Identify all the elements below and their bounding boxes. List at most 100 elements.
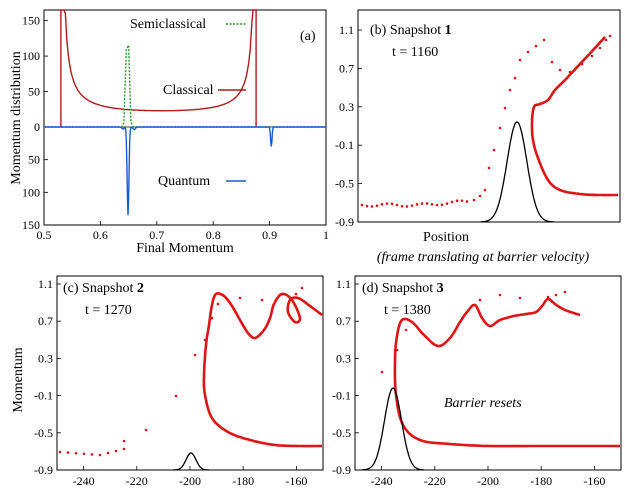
panel-c-xtick-label: -240 bbox=[73, 474, 95, 488]
legend-quantum: Quantum bbox=[158, 174, 210, 189]
panel-b-point bbox=[513, 76, 517, 80]
panel-b-point bbox=[450, 200, 454, 204]
panel-b-point bbox=[430, 202, 434, 206]
panel-c-point bbox=[122, 447, 126, 451]
panel-d-xtick-label: -200 bbox=[477, 474, 499, 488]
panel-b-xlabel: Position bbox=[423, 230, 469, 245]
panel-b-point bbox=[604, 38, 608, 42]
panel-b-point bbox=[598, 46, 602, 50]
panel-c-point bbox=[193, 353, 197, 357]
panel-a-xlabel: Final Momentum bbox=[136, 241, 234, 256]
panel-b-point bbox=[465, 200, 469, 203]
panel-c-point bbox=[260, 298, 264, 302]
panel-b-point bbox=[478, 194, 482, 198]
panel-d-xtick-label: -160 bbox=[583, 474, 605, 488]
classical-curve bbox=[60, 9, 257, 127]
panel-d-point bbox=[498, 293, 502, 297]
panel-c-xtick-label: -180 bbox=[232, 474, 254, 488]
panel-a-xtick-label: 1 bbox=[323, 228, 329, 242]
panel-c-point bbox=[144, 428, 148, 432]
panel-a-ytick-label: 50 bbox=[28, 153, 40, 167]
panel-b-point bbox=[508, 88, 512, 92]
panel-b-point bbox=[420, 202, 424, 205]
panel-c-time: t = 1270 bbox=[85, 303, 132, 318]
panel-b-point bbox=[498, 126, 502, 130]
panel-a-frame bbox=[43, 9, 327, 226]
panel-c-ytick-label: -0.1 bbox=[34, 389, 53, 403]
panel-a-ytick-label: 150 bbox=[22, 14, 40, 28]
panel-b-frame bbox=[357, 9, 621, 223]
panel-c-barrier bbox=[172, 452, 210, 471]
panel-d-ytick-label: -0.9 bbox=[332, 463, 351, 477]
panel-c-ytick-label: 1.1 bbox=[38, 277, 53, 291]
panel-c-point bbox=[90, 453, 94, 456]
panel-b-point bbox=[472, 198, 476, 202]
panel-c-ytick-label: -0.5 bbox=[34, 426, 53, 440]
panel-b-point bbox=[460, 199, 464, 202]
panel-c-point bbox=[98, 453, 102, 457]
panel-a-ytick-label: 100 bbox=[22, 49, 40, 63]
panel-a-ytick-label: 100 bbox=[22, 185, 40, 199]
panel-c-point bbox=[66, 451, 70, 454]
panel-b-ytick-label: 1.1 bbox=[339, 23, 354, 37]
panel-b-ytick-label: -0.9 bbox=[335, 215, 354, 229]
panel-c-ytick-label: 0.7 bbox=[38, 314, 53, 328]
panel-c-ylabel: Momentum bbox=[11, 347, 26, 412]
panel-c: -240 -220 -200 -180 -160 1.1 0.7 0.3 -0.1 -0.5 -0… bbox=[11, 275, 324, 488]
panel-d-time: t = 1380 bbox=[384, 303, 431, 318]
panel-b-ytick-label: 0.3 bbox=[339, 100, 354, 114]
panel-a-ytick-label: 150 bbox=[22, 218, 40, 232]
panel-b-point bbox=[534, 44, 538, 48]
panel-d-point bbox=[546, 295, 550, 299]
panel-b-point bbox=[503, 106, 507, 110]
panel-b-ytick-label: 0.7 bbox=[339, 61, 354, 75]
panel-a-xtick-label: 0.5 bbox=[37, 228, 52, 242]
quantum-curve bbox=[44, 126, 326, 216]
panel-c-xtick-label: -200 bbox=[179, 474, 201, 488]
panel-b-time: t = 1160 bbox=[392, 45, 438, 60]
panel-c-xtick-label: -160 bbox=[285, 474, 307, 488]
panel-d-xtick-label: -220 bbox=[424, 474, 446, 488]
panel-b-point bbox=[395, 203, 399, 207]
panel-d-xtick-label: -240 bbox=[371, 474, 393, 488]
panel-a-xtick-label: 0.7 bbox=[149, 228, 164, 242]
panel-b-point bbox=[435, 203, 439, 207]
panel-c-xtick-label: -220 bbox=[126, 474, 148, 488]
panel-b-point bbox=[385, 202, 389, 205]
panel-a-ytick-label: 50 bbox=[28, 85, 40, 99]
panel-d-ytick-label: 0.7 bbox=[336, 314, 351, 328]
panel-b-point bbox=[542, 38, 546, 42]
panel-b-point bbox=[400, 204, 404, 208]
panel-b-point bbox=[405, 205, 409, 208]
panel-d-barrier bbox=[361, 387, 425, 471]
panel-b-point bbox=[380, 203, 384, 206]
panel-a-ylabel: Momentum distribution bbox=[9, 51, 24, 184]
panel-d-title: (d) Snapshot 3 bbox=[362, 281, 444, 296]
panel-d-xtick-label: -180 bbox=[530, 474, 552, 488]
panel-d-point bbox=[563, 290, 567, 294]
panel-b-point bbox=[518, 58, 522, 62]
panel-c-title: (c) Snapshot 2 bbox=[63, 281, 144, 296]
panel-b-point bbox=[370, 205, 374, 208]
panel-d-ytick-label: 1.1 bbox=[336, 277, 351, 291]
panel-b-point bbox=[550, 60, 554, 64]
panel-b-ytick-label: -0.5 bbox=[335, 177, 354, 191]
panel-d: -240 -220 -200 -180 -160 1.1 0.7 0.3 -0.1 -0.5 -0… bbox=[332, 275, 622, 488]
panel-c-phase-curve bbox=[202, 292, 323, 448]
frame-note: (frame translating at barrier velocity) bbox=[377, 250, 590, 265]
panel-b-point bbox=[487, 166, 491, 170]
panel-a: 0.5 0.6 0.7 0.8 0.9 1 0 50 100 150 50 100 150 (a) S… bbox=[9, 9, 329, 256]
panel-a-ytick-label: 0 bbox=[34, 120, 40, 134]
panel-b-point bbox=[365, 204, 369, 208]
panel-d-point bbox=[404, 328, 408, 332]
panel-b-phase-curve bbox=[530, 36, 618, 197]
panel-d-phase-curve bbox=[393, 297, 620, 448]
panel-a-xtick-label: 0.8 bbox=[206, 228, 221, 242]
panel-d-ytick-label: 0.3 bbox=[336, 351, 351, 365]
panel-c-point bbox=[122, 439, 126, 443]
panel-b-point bbox=[410, 204, 414, 207]
panel-b-ytick-label: -0.1 bbox=[335, 138, 354, 152]
panel-c-point bbox=[216, 302, 220, 306]
panel-b-point bbox=[375, 204, 379, 207]
